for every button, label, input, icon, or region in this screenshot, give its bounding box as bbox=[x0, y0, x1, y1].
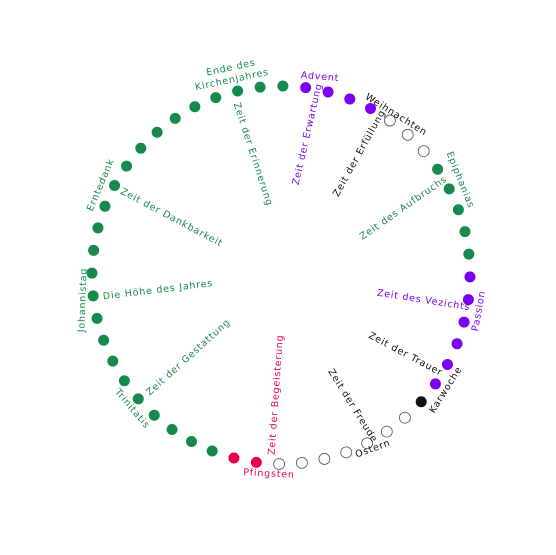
week-dot bbox=[401, 128, 414, 141]
week-dot bbox=[228, 452, 240, 464]
label: Zeit der Gestattung bbox=[144, 317, 232, 398]
label: Zeit des Aufbruchs bbox=[358, 174, 450, 243]
week-dot bbox=[189, 101, 201, 113]
label: Zeit der Erwartung bbox=[291, 82, 325, 186]
week-dot bbox=[109, 179, 121, 191]
week-dot bbox=[118, 375, 130, 387]
week-dot bbox=[459, 226, 471, 238]
week-dot bbox=[107, 355, 119, 367]
week-dot bbox=[322, 86, 334, 98]
week-dot bbox=[166, 423, 178, 435]
week-dot bbox=[398, 411, 411, 424]
week-dot bbox=[344, 93, 356, 105]
label: Die Höhe des Jahres bbox=[102, 278, 213, 302]
week-dot bbox=[210, 92, 222, 104]
label: Zeit der Begeisterung bbox=[267, 334, 286, 455]
week-dot bbox=[295, 456, 308, 469]
week-dot bbox=[132, 393, 144, 405]
week-dot bbox=[169, 112, 181, 124]
week-dot bbox=[464, 271, 476, 283]
week-dot bbox=[206, 445, 218, 457]
label: Zeit der Trauer bbox=[366, 330, 444, 378]
week-dot bbox=[415, 396, 427, 408]
week-dot bbox=[273, 458, 285, 470]
week-dot bbox=[86, 267, 98, 279]
week-dot bbox=[87, 290, 99, 302]
label: Epiphanias bbox=[444, 150, 477, 210]
week-dot bbox=[458, 316, 470, 328]
label: Zeit der Dankbarkeit bbox=[118, 186, 224, 249]
label: Zeit des Vezichts bbox=[376, 288, 471, 314]
week-dot bbox=[340, 446, 353, 459]
week-dot bbox=[463, 248, 475, 260]
label: Zeit der Erfüllung bbox=[331, 108, 388, 199]
week-dot bbox=[361, 437, 374, 450]
week-dot bbox=[88, 244, 100, 256]
week-dot bbox=[151, 126, 163, 138]
week-dot bbox=[232, 85, 244, 97]
week-dot bbox=[99, 200, 111, 212]
week-dot bbox=[254, 81, 266, 93]
week-dot bbox=[148, 409, 160, 421]
week-dot bbox=[135, 142, 147, 154]
week-dot bbox=[441, 359, 453, 371]
week-dot bbox=[432, 163, 444, 175]
label: Advent bbox=[300, 70, 339, 84]
week-dot bbox=[185, 435, 197, 447]
label: Passion bbox=[470, 290, 488, 332]
label: Pfingsten bbox=[243, 467, 295, 481]
week-dot bbox=[92, 222, 104, 234]
week-dot bbox=[318, 453, 331, 465]
week-dot bbox=[462, 294, 474, 306]
week-dot bbox=[380, 425, 393, 438]
week-dot bbox=[300, 82, 312, 94]
week-dot bbox=[451, 338, 463, 350]
week-dot bbox=[91, 312, 103, 324]
label: Johannistag bbox=[76, 268, 89, 334]
week-dot bbox=[417, 145, 430, 158]
week-dot bbox=[429, 378, 441, 390]
week-dot bbox=[250, 456, 262, 468]
week-dot bbox=[98, 334, 110, 346]
week-dot bbox=[365, 103, 377, 115]
label: Zeit der Erinnerung bbox=[231, 101, 275, 207]
week-dot bbox=[384, 114, 396, 127]
week-dot bbox=[277, 80, 289, 92]
week-dot bbox=[443, 183, 455, 195]
label: Zeit der Freude bbox=[325, 367, 379, 445]
week-dot bbox=[121, 160, 133, 172]
week-dot bbox=[452, 204, 464, 216]
